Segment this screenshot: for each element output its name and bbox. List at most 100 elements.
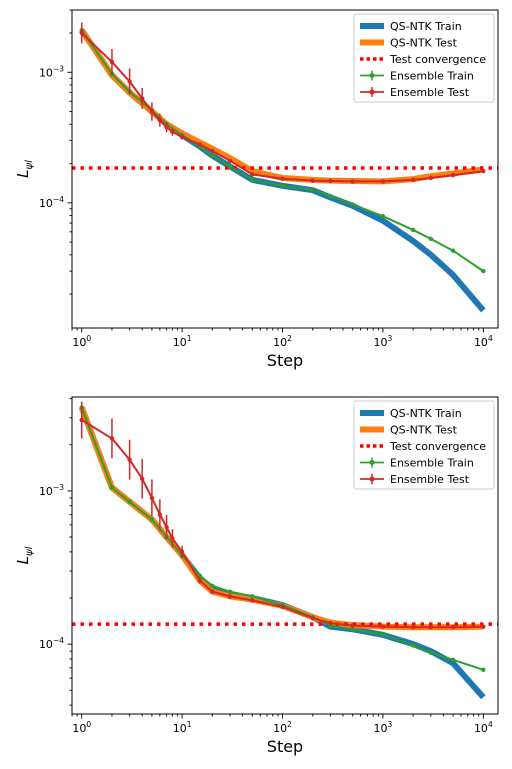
data-point: [197, 573, 203, 578]
legend-entry-label: Test convergence: [389, 53, 486, 66]
legend-entry-label: QS-NTK Test: [390, 37, 458, 50]
legend-entry-label: Ensemble Train: [390, 70, 474, 83]
data-point: [127, 499, 132, 504]
axes-frame: [71, 9, 499, 329]
data-point: [179, 549, 185, 555]
data-point: [350, 623, 355, 628]
x-tick-label: 103: [374, 720, 393, 735]
data-point: [157, 512, 163, 517]
data-point: [109, 485, 115, 490]
data-point: [109, 436, 115, 441]
data-point: [450, 172, 456, 178]
data-point: [149, 109, 155, 114]
legend-box: [353, 400, 495, 490]
data-point: [210, 148, 215, 154]
axes-frame: [71, 396, 499, 715]
x-tick-label: 102: [273, 720, 292, 735]
data-point: [250, 172, 255, 177]
data-point: [109, 59, 115, 65]
data-point: [428, 175, 434, 181]
legend-entry-label: QS-NTK Train: [390, 20, 462, 33]
x-axis-label: Step: [267, 351, 303, 370]
data-point: [250, 594, 255, 599]
data-point: [450, 248, 456, 253]
y-axis-label: Lψl: [14, 546, 35, 564]
legend-box: [353, 13, 495, 103]
data-point: [227, 589, 233, 594]
x-tick-label: 100: [72, 334, 91, 349]
data-point: [350, 179, 355, 184]
data-point: [328, 620, 333, 626]
data-point: [157, 117, 163, 123]
plot-area: [72, 401, 498, 700]
data-point: [481, 624, 486, 629]
data-point: [350, 627, 355, 632]
data-point: [481, 667, 486, 673]
data-point: [149, 495, 155, 501]
x-tick-label: 100: [72, 720, 91, 735]
data-point: [280, 604, 285, 610]
y-tick-label: 10−4: [39, 195, 64, 210]
x-tick-label: 101: [173, 334, 192, 349]
data-point: [328, 193, 333, 199]
legend-entry-label: QS-NTK Train: [390, 407, 462, 420]
series-line-4: [81, 419, 484, 629]
data-point: [380, 179, 386, 184]
data-point: [197, 578, 203, 583]
data-point: [280, 183, 285, 189]
data-point: [79, 30, 84, 36]
data-point: [428, 624, 434, 630]
x-tick-label: 102: [273, 334, 292, 349]
legend-entry-label: QS-NTK Test: [390, 424, 458, 437]
data-point: [170, 536, 175, 541]
data-point: [310, 178, 315, 183]
y-tick-label: 10−3: [39, 483, 64, 498]
data-point: [170, 129, 175, 135]
legend-swatch-marker: [369, 73, 375, 78]
data-point: [250, 598, 255, 603]
data-point: [350, 202, 355, 207]
data-point: [481, 168, 486, 174]
data-point: [450, 624, 456, 630]
data-point: [380, 214, 386, 219]
data-point: [310, 187, 315, 192]
legend-entry-label: Test convergence: [389, 440, 486, 453]
data-point: [250, 177, 255, 183]
data-point: [310, 615, 315, 621]
legend-swatch-marker: [369, 476, 375, 482]
legend-entry-label: Ensemble Test: [390, 473, 470, 486]
data-point: [380, 632, 386, 638]
data-point: [139, 476, 145, 481]
data-point: [210, 583, 215, 589]
data-point: [450, 657, 456, 663]
chart-panel-bottom: 100 101 102 103 104 10−4 10−3 Step Lψl QS-NTK Tra…: [14, 396, 499, 756]
data-point: [210, 153, 215, 158]
x-tick-label: 103: [374, 334, 393, 349]
legend-swatch-marker: [369, 460, 375, 465]
data-point: [410, 227, 416, 233]
y-tick-label: 10−3: [39, 64, 64, 79]
plot-area: [72, 22, 498, 313]
data-point: [227, 594, 233, 599]
data-point: [149, 517, 155, 522]
legend-swatch-marker: [369, 89, 375, 95]
data-point: [410, 177, 416, 183]
data-point: [164, 124, 169, 130]
data-point: [127, 79, 132, 84]
x-tick-label: 104: [474, 334, 493, 349]
data-point: [280, 176, 285, 181]
data-point: [410, 643, 416, 648]
series-line-4: [81, 32, 484, 183]
data-point: [428, 650, 434, 655]
data-point: [481, 268, 486, 274]
data-point: [328, 178, 333, 184]
x-axis-label: Step: [267, 737, 303, 756]
data-point: [380, 624, 386, 629]
data-point: [127, 457, 132, 462]
data-point: [197, 142, 203, 147]
data-point: [227, 164, 233, 169]
legend: QS-NTK Train QS-NTK Test Test convergence E…: [353, 400, 495, 490]
data-point: [227, 158, 233, 163]
x-tick-label: 101: [173, 720, 192, 735]
data-point: [410, 624, 416, 630]
